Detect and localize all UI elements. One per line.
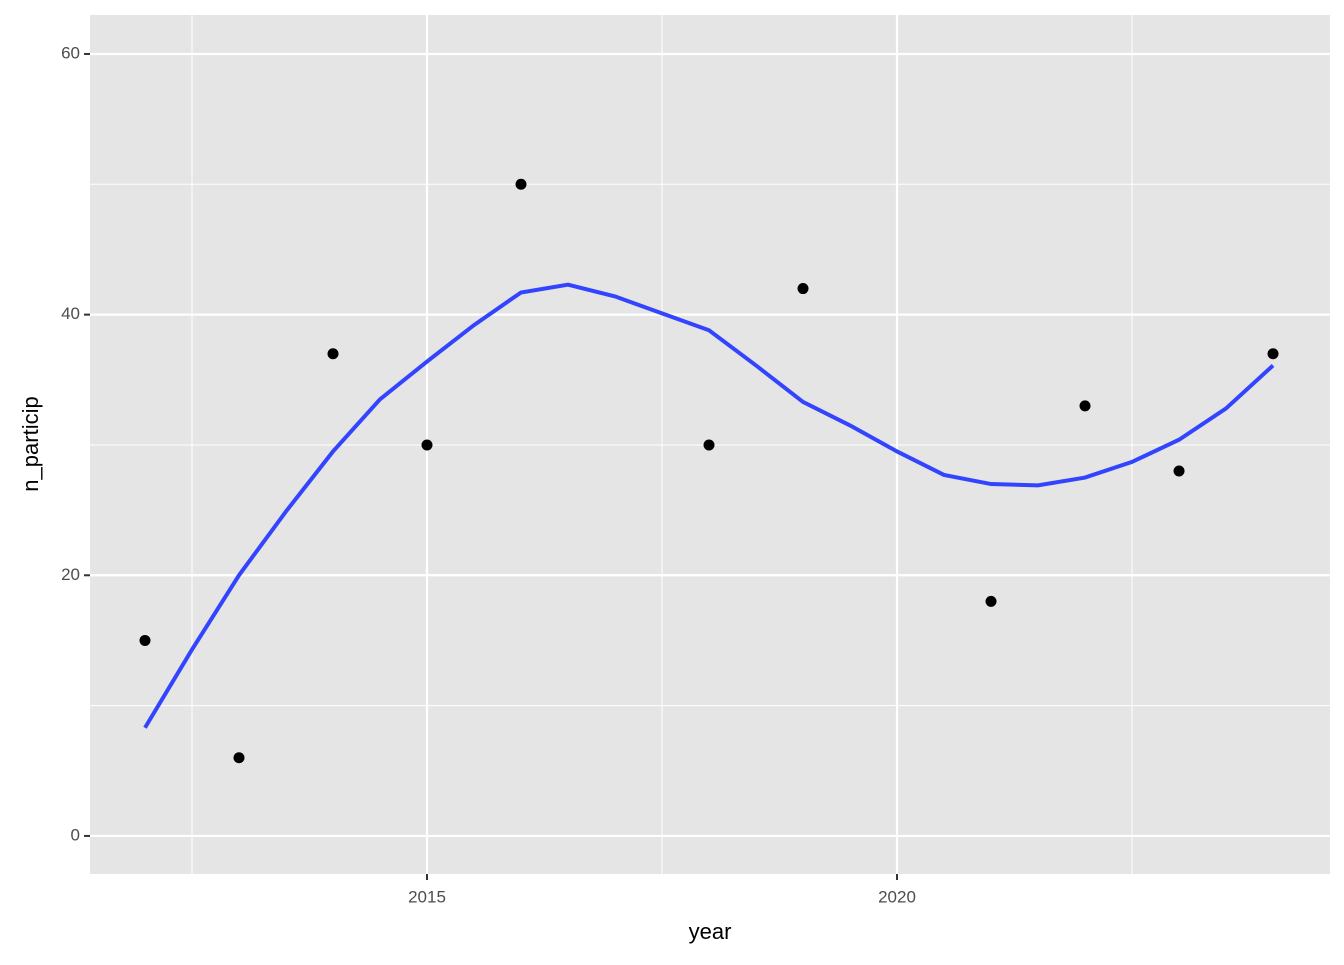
y-axis-title: n_particip — [18, 396, 43, 491]
x-axis-title: year — [689, 919, 732, 944]
point — [703, 439, 715, 451]
point — [1267, 348, 1279, 360]
point — [797, 283, 809, 295]
y-tick-label: 20 — [61, 565, 80, 584]
point — [139, 634, 151, 646]
point — [233, 752, 245, 764]
point — [985, 595, 997, 607]
y-tick-label: 0 — [71, 825, 80, 844]
x-tick-label: 2015 — [408, 887, 446, 906]
smooth-line — [143, 282, 1275, 729]
point — [421, 439, 433, 451]
point — [1173, 465, 1185, 477]
y-tick-label: 40 — [61, 304, 80, 323]
point — [1079, 400, 1091, 412]
point — [515, 178, 527, 190]
x-tick-label: 2020 — [878, 887, 916, 906]
point — [327, 348, 339, 360]
y-tick-label: 60 — [61, 43, 80, 62]
